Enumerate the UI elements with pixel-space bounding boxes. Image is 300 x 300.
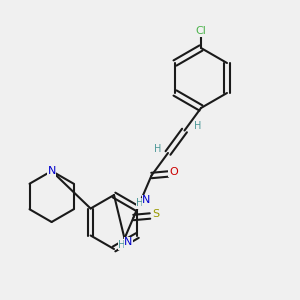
Text: S: S (152, 208, 160, 219)
Text: H: H (136, 198, 144, 208)
Text: N: N (47, 166, 56, 176)
Text: N: N (124, 237, 133, 247)
Text: H: H (194, 121, 202, 131)
Text: N: N (142, 195, 151, 205)
Text: Cl: Cl (196, 26, 206, 37)
Text: O: O (169, 167, 178, 177)
Text: H: H (154, 143, 161, 154)
Text: H: H (118, 239, 126, 250)
